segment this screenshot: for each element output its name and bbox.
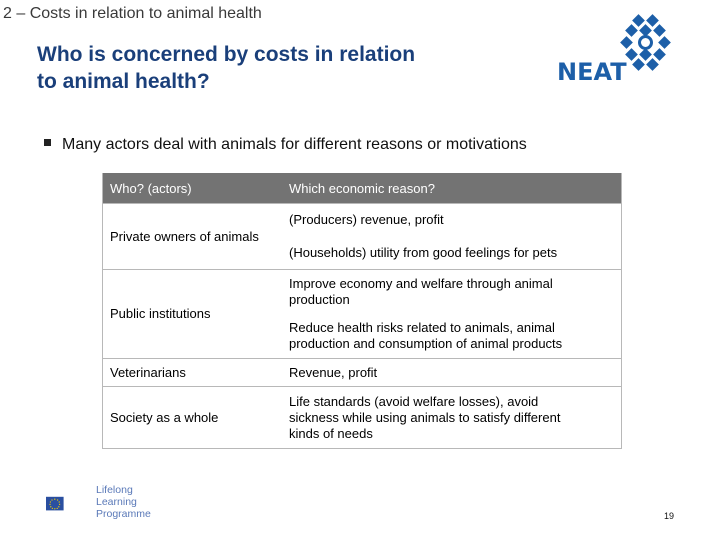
actor-cell: Private owners of animals xyxy=(110,228,259,244)
table-row: Veterinarians Revenue, profit xyxy=(103,358,621,386)
page-title: Who is concerned by costs in relation to… xyxy=(37,41,507,95)
title-line-1: Who is concerned by costs in relation xyxy=(37,43,416,66)
section-label: 2 – Costs in relation to animal health xyxy=(3,5,262,22)
table-header-row: Who? (actors) Which economic reason? xyxy=(103,173,621,203)
table-row: Public institutions Improve economy and … xyxy=(103,269,621,358)
reason-cell: (Producers) revenue, profit (Households)… xyxy=(289,212,558,260)
table-row: Private owners of animals (Producers) re… xyxy=(103,203,621,269)
lifelong-learning-programme-logo: Lifelong Learning Programme xyxy=(96,484,151,520)
page-number: 19 xyxy=(664,511,675,521)
actors-table: Who? (actors) Which economic reason? Pri… xyxy=(102,173,622,449)
svg-text:NEAT: NEAT xyxy=(557,58,627,84)
reason-cell: Life standards (avoid welfare losses), a… xyxy=(289,393,561,441)
header-reason: Which economic reason? xyxy=(289,181,435,196)
actor-cell: Veterinarians xyxy=(110,364,186,380)
title-line-2: to animal health? xyxy=(37,70,210,93)
bullet-point: Many actors deal with animals for differ… xyxy=(44,136,527,154)
eu-flag-icon xyxy=(46,496,64,511)
reason-cell: Revenue, profit xyxy=(289,364,378,380)
actor-cell: Society as a whole xyxy=(110,409,219,425)
bullet-text: Many actors deal with animals for differ… xyxy=(62,136,527,153)
neat-logo: NEAT xyxy=(557,14,671,84)
actor-cell: Public institutions xyxy=(110,306,211,321)
reason-cell: Improve economy and welfare through anim… xyxy=(289,276,563,351)
header-actors: Who? (actors) xyxy=(110,181,192,196)
bullet-square-icon xyxy=(44,139,51,147)
table-row: Society as a whole Life standards (avoid… xyxy=(103,386,621,448)
